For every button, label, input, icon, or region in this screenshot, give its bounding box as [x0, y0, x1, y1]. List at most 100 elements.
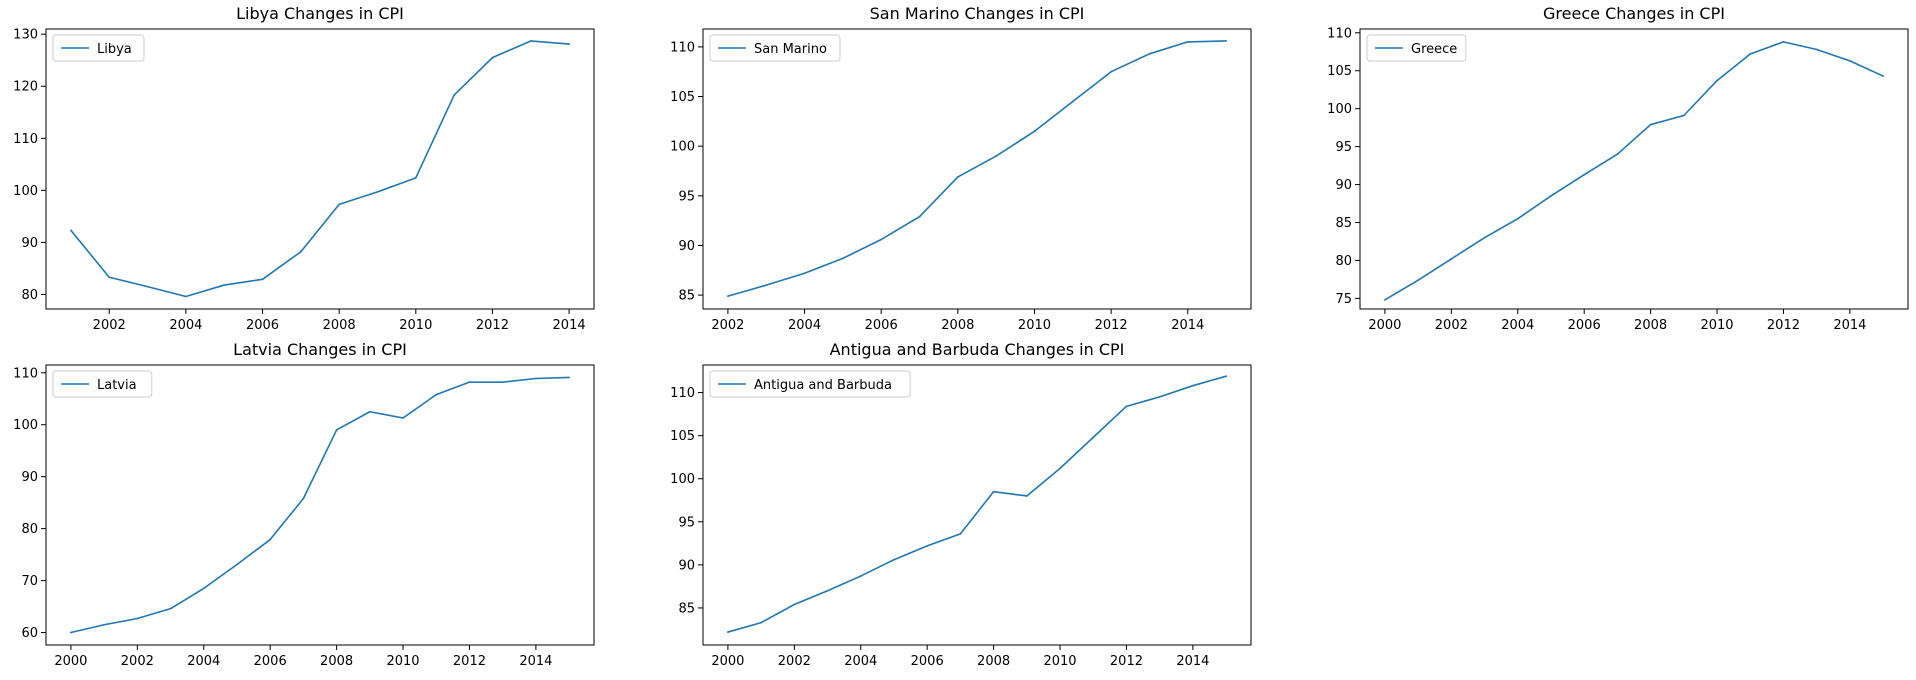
- data-point: [103, 623, 106, 626]
- data-point: [568, 376, 570, 379]
- y-tick-label: 130: [13, 28, 38, 43]
- data-point: [1125, 405, 1128, 408]
- y-tick-label: 70: [21, 574, 38, 589]
- data-point: [136, 617, 139, 620]
- legend: Libya: [52, 34, 145, 62]
- y-tick-label: 75: [1335, 292, 1352, 307]
- data-point: [727, 295, 729, 297]
- data-point: [826, 589, 829, 592]
- data-point: [402, 417, 404, 419]
- subplot-4: Latvia Changes in CPI 2000 2002 2004 2006 200…: [13, 340, 595, 669]
- data-point: [1092, 436, 1095, 439]
- data-point: [1882, 75, 1884, 77]
- x-tick-label: 2002: [1435, 318, 1468, 333]
- x-tick-label: 2014: [1176, 654, 1209, 669]
- data-point: [184, 295, 187, 298]
- data-point: [368, 410, 371, 413]
- axes-frame: [45, 364, 595, 646]
- x-tick-label: 2010: [1043, 654, 1076, 669]
- data-point: [1749, 53, 1752, 55]
- legend: San Marino: [709, 34, 841, 62]
- data-point: [491, 56, 494, 59]
- data-point: [376, 191, 379, 193]
- y-tick-label: 110: [13, 366, 38, 381]
- y-tick-label: 60: [21, 626, 38, 641]
- data-point: [223, 284, 226, 286]
- y-tick-label: 90: [678, 558, 695, 573]
- data-point: [893, 558, 895, 561]
- y-tick-label: 90: [1335, 178, 1352, 193]
- data-point: [338, 203, 341, 206]
- data-point: [1682, 114, 1685, 117]
- x-tick-label: 2006: [246, 318, 279, 333]
- x-tick-label: 2014: [519, 654, 552, 669]
- chart-title: Latvia Changes in CPI: [233, 340, 407, 359]
- y-tick-label: 100: [670, 140, 695, 155]
- data-point: [1848, 59, 1851, 62]
- x-tick-label: 2002: [778, 654, 811, 669]
- axes-frame: [702, 364, 1252, 646]
- data-point: [1782, 41, 1785, 43]
- data-point: [1225, 375, 1227, 378]
- x-tick-label: 2006: [254, 654, 287, 669]
- y-tick-label: 105: [670, 90, 695, 105]
- x-tick-label: 2004: [788, 318, 821, 333]
- y-tick-label: 110: [670, 40, 695, 55]
- x-tick-label: 2010: [1018, 318, 1051, 333]
- data-point: [793, 603, 796, 606]
- y-tick-label: 80: [1335, 254, 1352, 269]
- subplot-2: San Marino Changes in CPI 2002 2004 2006 200…: [670, 4, 1252, 333]
- series-line: [1384, 41, 1884, 301]
- data-point: [760, 621, 763, 624]
- data-point: [1158, 395, 1161, 398]
- data-point: [1550, 195, 1552, 197]
- y-tick-label: 100: [13, 418, 38, 433]
- data-point: [108, 276, 111, 279]
- legend-box: [52, 370, 153, 398]
- data-point: [269, 538, 272, 541]
- data-point: [236, 563, 238, 566]
- legend-label: Libya: [97, 42, 132, 57]
- data-point: [859, 575, 862, 577]
- x-tick-label: 2010: [1700, 318, 1733, 333]
- legend-box: [709, 34, 841, 62]
- data-point: [169, 607, 172, 610]
- chart-title: Libya Changes in CPI: [236, 4, 404, 23]
- data-point: [468, 381, 471, 384]
- x-tick-label: 2004: [187, 654, 220, 669]
- y-tick-label: 85: [678, 601, 695, 616]
- x-tick-label: 2004: [844, 654, 877, 669]
- series-line: [70, 40, 570, 298]
- y-tick-label: 85: [1335, 216, 1352, 231]
- x-tick-label: 2008: [941, 318, 974, 333]
- series-line: [727, 375, 1227, 633]
- legend-label: Antigua and Barbuda: [754, 378, 892, 393]
- y-tick-label: 105: [1327, 64, 1352, 79]
- data-point: [529, 40, 532, 42]
- x-tick-label: 2012: [1767, 318, 1800, 333]
- data-point: [1716, 79, 1718, 82]
- data-point: [1110, 70, 1113, 73]
- x-tick-label: 2010: [386, 654, 419, 669]
- data-point: [1450, 258, 1453, 260]
- x-tick-label: 2008: [320, 654, 353, 669]
- data-point: [335, 429, 338, 431]
- y-tick-label: 85: [678, 289, 695, 304]
- axes-frame: [1359, 28, 1909, 310]
- data-point: [453, 94, 456, 96]
- x-tick-label: 2012: [476, 318, 509, 333]
- y-tick-label: 105: [670, 429, 695, 444]
- data-point: [501, 381, 504, 384]
- chart-title: San Marino Changes in CPI: [870, 4, 1085, 23]
- subplot-5: Antigua and Barbuda Changes in CPI 2000 20…: [670, 340, 1252, 669]
- legend: Greece: [1366, 34, 1467, 62]
- data-point: [1384, 298, 1386, 301]
- y-tick-label: 100: [1327, 102, 1352, 117]
- x-tick-label: 2002: [121, 654, 154, 669]
- x-tick-label: 2006: [1568, 318, 1601, 333]
- legend-box: [709, 370, 911, 398]
- data-point: [299, 250, 302, 253]
- data-point: [1025, 495, 1028, 497]
- x-tick-label: 2006: [911, 654, 944, 669]
